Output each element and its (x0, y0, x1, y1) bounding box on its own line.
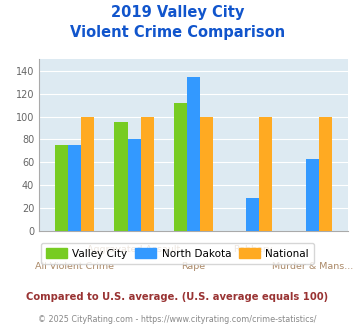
Bar (260, 116, 273, 231)
Bar (200, 116, 213, 231)
Bar (68, 145, 81, 231)
Text: Rape: Rape (181, 262, 206, 271)
Bar (246, 198, 260, 231)
Text: Murder & Mans...: Murder & Mans... (272, 262, 353, 271)
Bar (114, 122, 127, 231)
Bar (187, 77, 200, 231)
Bar (127, 140, 141, 231)
Legend: Valley City, North Dakota, National: Valley City, North Dakota, National (41, 243, 314, 264)
Text: All Violent Crime: All Violent Crime (35, 262, 114, 271)
Bar (81, 116, 94, 231)
Bar (55, 145, 68, 231)
Text: Compared to U.S. average. (U.S. average equals 100): Compared to U.S. average. (U.S. average … (26, 292, 329, 302)
Text: Robbery: Robbery (233, 245, 273, 254)
Text: © 2025 CityRating.com - https://www.cityrating.com/crime-statistics/: © 2025 CityRating.com - https://www.city… (38, 315, 317, 324)
Text: Aggravated Assault: Aggravated Assault (87, 245, 181, 254)
Text: 2019 Valley City: 2019 Valley City (111, 5, 244, 20)
Bar (319, 116, 332, 231)
Bar (174, 103, 187, 231)
Bar (306, 159, 319, 231)
Text: Violent Crime Comparison: Violent Crime Comparison (70, 25, 285, 40)
Bar (141, 116, 154, 231)
